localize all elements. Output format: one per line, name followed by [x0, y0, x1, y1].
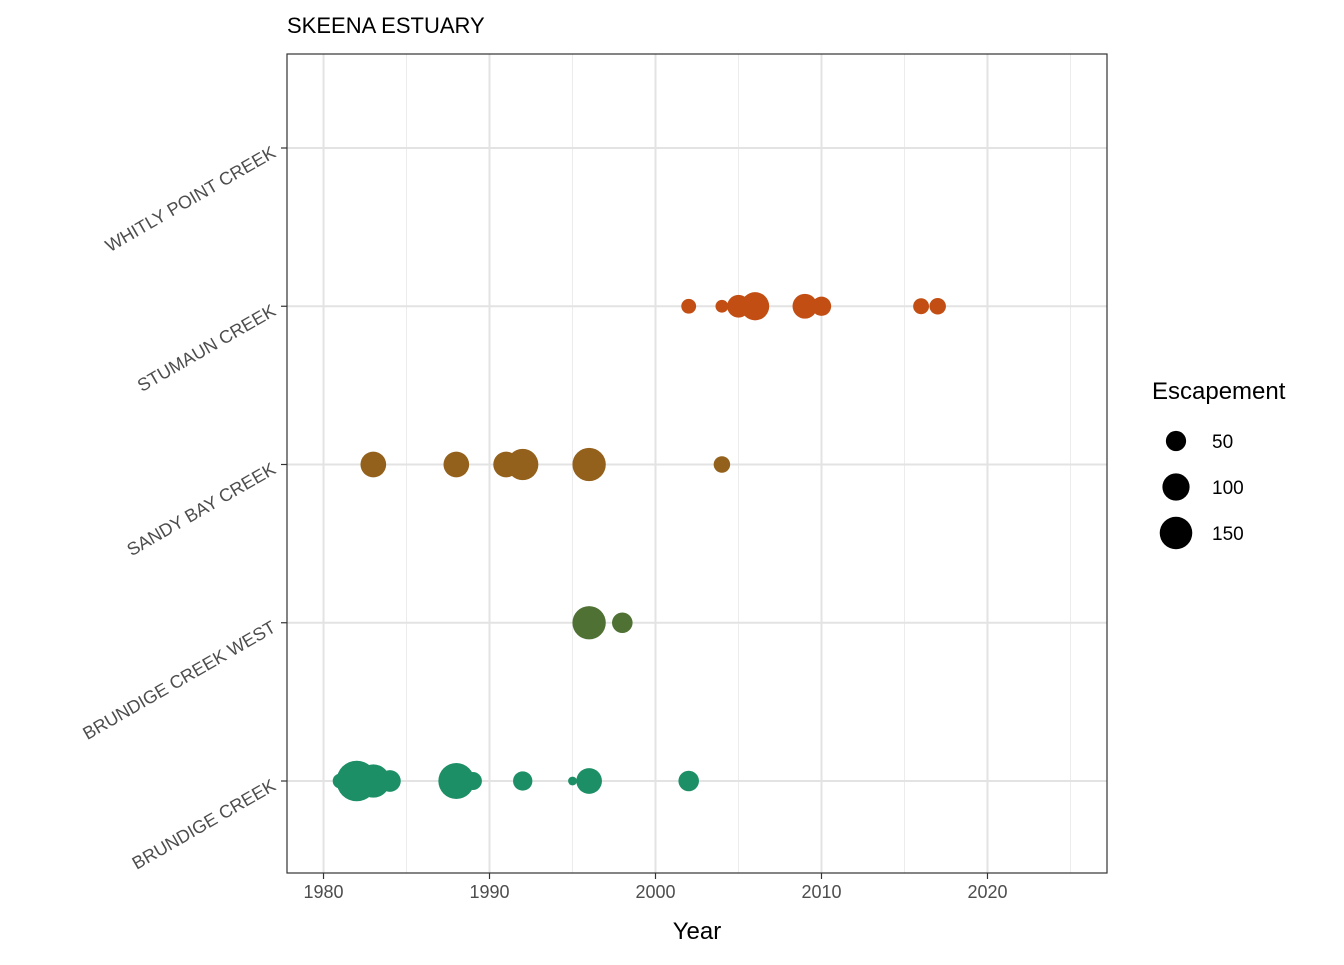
x-axis-label: Year: [673, 918, 722, 945]
x-tick-label: 2000: [635, 882, 675, 902]
y-tick-label: WHITLY POINT CREEK: [102, 142, 279, 256]
data-point: [572, 447, 606, 482]
legend-key: [1165, 430, 1187, 452]
x-tick-label: 2020: [967, 882, 1007, 902]
data-point: [356, 764, 390, 798]
legend-label: 50: [1212, 432, 1233, 453]
y-tick-label: BRUNDIGE CREEK: [129, 775, 279, 873]
data-point: [463, 772, 482, 790]
x-tick-label: 1990: [469, 882, 509, 902]
data-point: [929, 297, 946, 315]
data-point: [513, 771, 533, 791]
data-point: [507, 448, 539, 481]
y-tick-label: STUMAUN CREEK: [134, 300, 279, 395]
y-tick-label: SANDY BAY CREEK: [123, 459, 279, 560]
chart-title: SKEENA ESTUARY: [287, 13, 485, 38]
data-point: [612, 612, 633, 634]
legend: Escapement 50 100 150: [1152, 378, 1286, 550]
data-point: [438, 763, 475, 799]
x-tick-label: 1980: [303, 882, 343, 902]
data-point: [913, 298, 930, 315]
data-point: [443, 451, 470, 478]
data-point: [740, 292, 770, 321]
x-axis: 1980 1990 2000 2010 2020: [303, 873, 1008, 902]
data-point: [681, 298, 697, 314]
plot-border: [286, 53, 1108, 874]
legend-label: 100: [1212, 478, 1244, 499]
data-point: [678, 770, 699, 792]
data-point: [379, 770, 401, 792]
data-point: [568, 776, 577, 786]
legend-label: 150: [1212, 524, 1244, 545]
legend-key: [1159, 516, 1193, 550]
data-point: [792, 293, 818, 319]
data-point: [811, 296, 832, 316]
data-point: [713, 456, 731, 473]
grid: [287, 54, 1107, 873]
x-tick-label: 2010: [801, 882, 841, 902]
data-point: [576, 768, 602, 794]
y-axis: BRUNDIGE CREEK BRUNDIGE CREEK WEST SANDY B…: [79, 142, 287, 873]
data-point: [360, 451, 387, 478]
legend-title: Escapement: [1152, 378, 1286, 405]
y-tick-label: BRUNDIGE CREEK WEST: [79, 617, 279, 744]
points: [332, 292, 946, 802]
legend-key: [1162, 473, 1190, 501]
data-point: [715, 299, 729, 313]
data-point: [572, 606, 606, 640]
